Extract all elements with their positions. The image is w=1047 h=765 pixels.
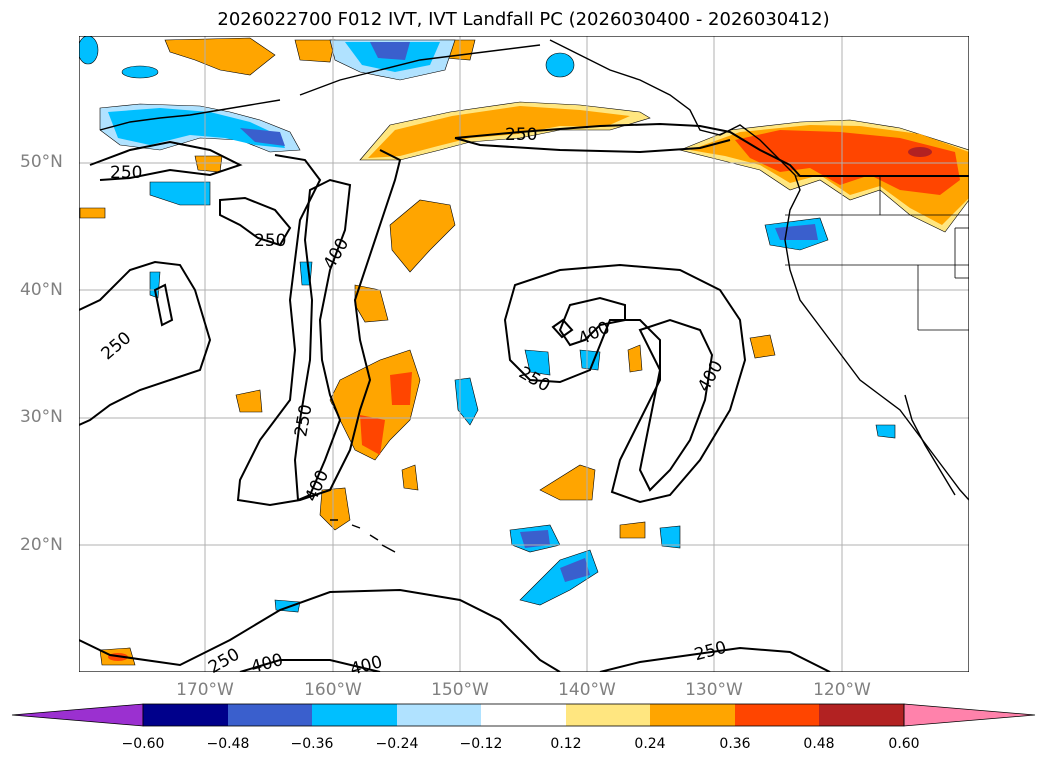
contour-400-south	[239, 659, 381, 672]
colorbar-bin	[481, 704, 566, 726]
north-america-coast	[549, 39, 969, 501]
mid-negative-10	[875, 424, 896, 439]
lon-label-140w: 140°W	[558, 680, 616, 700]
mid-negative-4	[524, 349, 551, 376]
mid-negative-8	[149, 271, 161, 299]
contour-label: 400	[249, 650, 286, 678]
contour-250-central	[236, 149, 402, 507]
mid-positive-10	[79, 207, 106, 219]
contour-400-small	[551, 318, 574, 339]
colorbar-bin	[143, 704, 228, 726]
graticule	[79, 36, 969, 672]
contour-250-south-east	[599, 646, 831, 672]
contour-label: 400	[575, 318, 613, 350]
lon-label-150w: 150°W	[431, 680, 489, 700]
baja-coast	[904, 394, 956, 496]
gulf-positive-mid	[368, 106, 630, 158]
n-negative-2c	[370, 42, 410, 60]
colorbar-tick-label: 0.36	[719, 736, 751, 752]
mid-positive-3b	[360, 415, 385, 455]
colorbar-bin	[566, 704, 650, 726]
contour-label: 250	[110, 163, 142, 183]
colorbar-tick-label: 0.24	[634, 736, 666, 752]
colorbar-tick-label: 0.12	[550, 736, 582, 752]
contour-250-west-loop	[219, 196, 292, 247]
hawaii-islands	[330, 519, 396, 553]
mid-negative-2b	[560, 558, 590, 582]
n-negative-3	[149, 181, 211, 206]
lat-label-20n: 20°N	[20, 535, 63, 555]
colorbar-bin	[312, 704, 397, 726]
mid-positive-7	[749, 334, 776, 359]
contour-label: 250	[692, 638, 729, 666]
colorbar-bin	[228, 704, 312, 726]
mid-positive-2	[354, 284, 389, 323]
contour-250-sw-b	[153, 283, 174, 327]
nw-negative-1c	[240, 128, 285, 146]
lon-label-120w: 120°W	[813, 680, 871, 700]
colorbar-bin	[735, 704, 819, 726]
lat-label-50n: 50°N	[20, 152, 63, 172]
contour-250-north-b	[454, 137, 731, 154]
mid-positive-4	[319, 487, 351, 531]
colorbar-tick-label: −0.12	[459, 736, 503, 752]
contour-250-north	[454, 122, 969, 177]
lat-label-30n: 30°N	[20, 407, 63, 427]
colorbar-tick-label: −0.24	[375, 736, 419, 752]
lat-label-40n: 40°N	[20, 280, 63, 300]
lon-label-170w: 170°W	[176, 680, 234, 700]
contour-label: 250	[254, 231, 286, 251]
ivt-contours	[79, 122, 969, 672]
colorbar-tick-label: 0.48	[803, 736, 835, 752]
colorbar-bin	[650, 704, 735, 726]
n-negative-5	[79, 36, 99, 65]
positive-core	[908, 147, 932, 157]
nw-positive-2	[294, 39, 336, 63]
mid-negative-2	[519, 549, 599, 606]
contour-label: 400	[320, 235, 354, 273]
colorbar-tick-label: −0.36	[290, 736, 334, 752]
mid-negative-1b	[520, 530, 550, 548]
contour-label: 400	[694, 357, 728, 395]
mid-positive-14	[401, 464, 419, 491]
colorbar-bin	[397, 704, 481, 726]
contour-label: 250	[505, 125, 537, 145]
colorbar-tick-label: 0.60	[888, 736, 920, 752]
nw-negative-1b	[108, 108, 285, 148]
alaska-coast	[299, 44, 541, 96]
colorbar	[11, 703, 1036, 727]
mid-positive-6	[627, 344, 643, 373]
contour-250-nw	[89, 140, 243, 181]
lon-label-130w: 130°W	[685, 680, 743, 700]
map-title: 2026022700 F012 IVT, IVT Landfall PC (20…	[217, 9, 830, 30]
contour-250-south	[79, 588, 561, 672]
mid-positive-5	[539, 464, 596, 501]
n-negative-6	[545, 52, 575, 78]
mid-positive-13	[619, 521, 646, 539]
lon-label-160w: 160°W	[304, 680, 362, 700]
colorbar-tick-label: −0.60	[121, 736, 165, 752]
mid-positive-1	[389, 199, 456, 273]
map-area	[79, 36, 969, 672]
colorbar-extend-high	[903, 703, 1036, 727]
contour-label: 250	[291, 403, 316, 438]
mid-positive-8	[235, 389, 263, 413]
mid-positive-9	[194, 155, 223, 173]
mid-positive-3c	[390, 372, 412, 405]
colorbar-tick-label: −0.48	[206, 736, 250, 752]
aleutian-chain	[99, 99, 281, 131]
mid-negative-6	[659, 525, 681, 549]
contour-label: 250	[98, 328, 136, 364]
n-negative-4	[121, 65, 159, 79]
coastlines	[99, 39, 969, 553]
contour-250-sw	[79, 260, 212, 426]
contour-400-east-b	[638, 318, 714, 492]
contour-250-east-loop	[503, 263, 747, 504]
nw-positive-1	[164, 37, 276, 76]
contour-400-central	[293, 178, 352, 502]
colorbar-extend-low	[11, 703, 144, 727]
contour-label: 400	[348, 652, 385, 680]
colorbar-bin	[819, 704, 904, 726]
